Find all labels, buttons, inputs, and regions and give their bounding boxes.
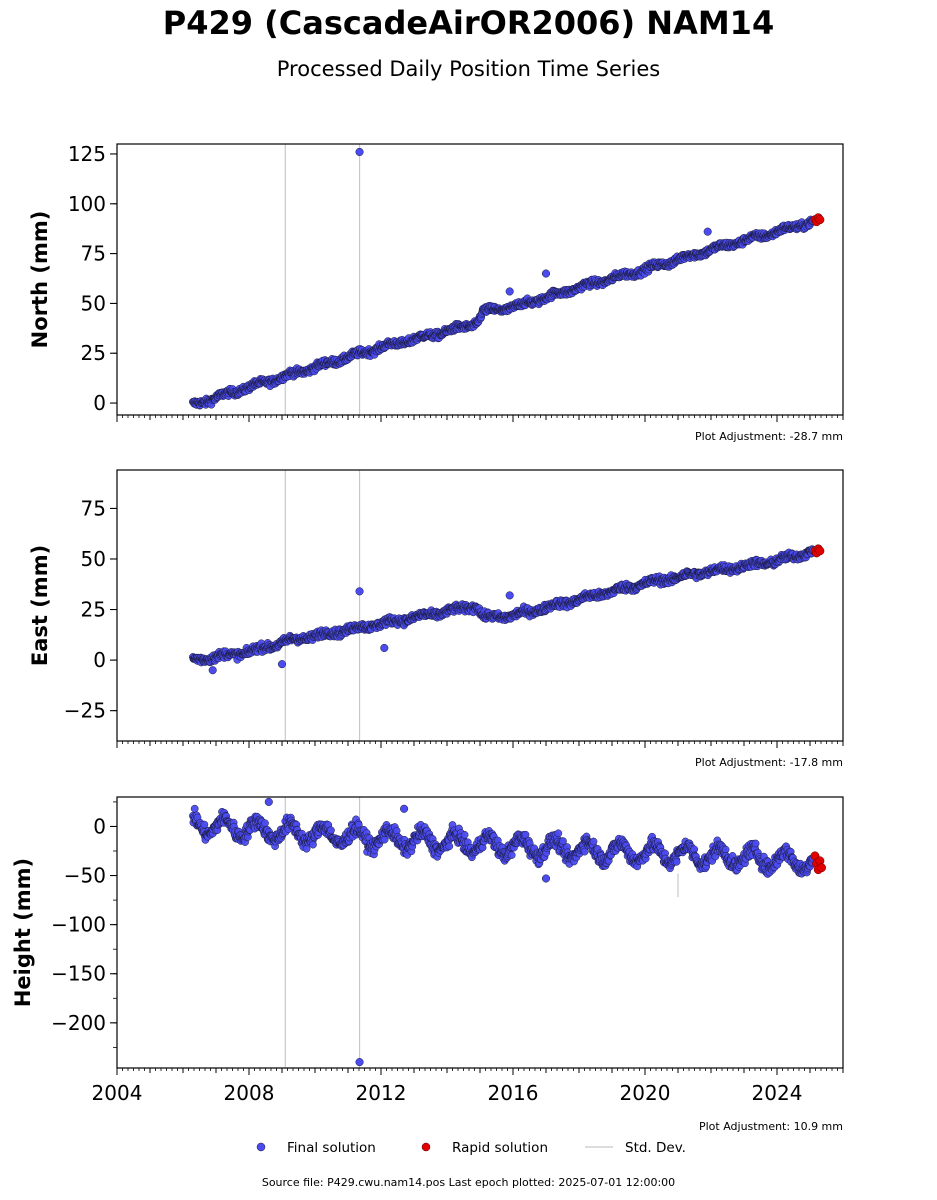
north-rapid-point-3 bbox=[815, 215, 825, 225]
height-final-points bbox=[189, 804, 817, 878]
east-y-axis-label: East (mm) bbox=[28, 545, 52, 666]
x-tick-label: 2012 bbox=[356, 1081, 407, 1105]
height-point bbox=[589, 837, 598, 846]
north-y-tick-label: 75 bbox=[81, 242, 106, 266]
legend-final-label: Final solution bbox=[287, 1140, 376, 1156]
east-final-points bbox=[189, 545, 817, 667]
legend-rapid-label: Rapid solution bbox=[452, 1140, 548, 1156]
east-y-tick-label: −25 bbox=[64, 699, 106, 723]
east-y-axis: −25 0 25 50 75 bbox=[64, 496, 117, 723]
north-y-tick-label: 125 bbox=[68, 142, 106, 166]
east-outlier-point-0 bbox=[355, 587, 364, 596]
east-y-tick-label: 0 bbox=[93, 648, 106, 672]
height-plot-area bbox=[189, 797, 826, 1068]
panel-height: −200 −150 −100 −50 0 Height (mm) 2004 2008 2012 2… bbox=[11, 796, 844, 1133]
east-outlier-point-2 bbox=[380, 643, 389, 653]
height-outlier-point-2 bbox=[400, 804, 409, 813]
north-axes-frame bbox=[116, 143, 844, 416]
page-subtitle: Processed Daily Position Time Series bbox=[276, 57, 661, 81]
x-tick-label: 2024 bbox=[752, 1081, 803, 1105]
x-tick-label: 2008 bbox=[224, 1081, 275, 1105]
x-tick-label: 2020 bbox=[620, 1081, 671, 1105]
height-point bbox=[559, 837, 567, 845]
height-point bbox=[309, 840, 317, 849]
height-y-axis-label: Height (mm) bbox=[11, 858, 35, 1007]
east-outlier-point-4 bbox=[208, 666, 217, 675]
height-point bbox=[261, 819, 269, 828]
east-plot-area bbox=[189, 470, 825, 741]
north-plot-area bbox=[189, 144, 825, 415]
height-point bbox=[554, 829, 563, 838]
panel-east: −25 0 25 50 75 East (mm) Plot Adjustment: -17.… bbox=[28, 469, 844, 769]
height-x-ticks bbox=[116, 1068, 844, 1075]
height-point bbox=[580, 847, 589, 856]
height-y-tick-label: −100 bbox=[51, 913, 106, 937]
east-rapid-point-3 bbox=[815, 546, 825, 556]
east-y-tick-label: 50 bbox=[81, 547, 106, 571]
height-y-tick-label: −200 bbox=[51, 1011, 106, 1035]
east-plot-adjustment: Plot Adjustment: -17.8 mm bbox=[695, 756, 843, 769]
x-tick-label: 2016 bbox=[488, 1081, 539, 1105]
legend-final-marker bbox=[256, 1142, 266, 1152]
height-point bbox=[445, 842, 454, 851]
east-x-ticks bbox=[116, 741, 844, 748]
north-y-tick-label: 100 bbox=[68, 192, 106, 216]
height-point bbox=[507, 851, 516, 859]
panel-north: 0 25 50 75 100 125 North (mm) Plot Adjustment: … bbox=[28, 142, 844, 443]
height-point bbox=[190, 804, 199, 813]
legend-rapid-marker bbox=[421, 1142, 431, 1152]
page-title: P429 (CascadeAirOR2006) NAM14 bbox=[162, 4, 775, 42]
north-outlier-point-1 bbox=[541, 269, 551, 278]
height-outlier-point-0 bbox=[355, 1058, 364, 1067]
east-y-tick-label: 25 bbox=[81, 598, 106, 622]
north-outlier-point-0 bbox=[355, 147, 364, 157]
height-y-tick-label: 0 bbox=[93, 814, 106, 838]
north-final-points bbox=[189, 215, 817, 410]
height-y-axis: −200 −150 −100 −50 0 bbox=[51, 801, 117, 1048]
north-y-tick-label: 25 bbox=[81, 341, 106, 365]
legend: Final solution Rapid solution Std. Dev. bbox=[256, 1140, 686, 1156]
height-point bbox=[521, 830, 530, 839]
height-rapid-point-4 bbox=[817, 863, 826, 873]
north-outlier-point-2 bbox=[505, 287, 514, 296]
height-outlier-point-1 bbox=[264, 797, 273, 806]
height-point bbox=[751, 839, 760, 848]
x-tick-label: 2004 bbox=[92, 1081, 143, 1105]
height-point bbox=[200, 820, 209, 829]
east-y-tick-label: 75 bbox=[81, 496, 106, 520]
east-outlier-point-3 bbox=[505, 591, 514, 600]
legend-stddev-label: Std. Dev. bbox=[625, 1140, 686, 1156]
height-outlier-point-3 bbox=[541, 874, 551, 883]
height-point bbox=[327, 826, 335, 835]
north-outlier-point-3 bbox=[703, 227, 712, 236]
height-point bbox=[460, 830, 469, 839]
source-line: Source file: P429.cwu.nam14.pos Last epo… bbox=[261, 1176, 676, 1189]
north-y-tick-label: 50 bbox=[81, 291, 106, 315]
north-y-axis-label: North (mm) bbox=[28, 211, 52, 349]
height-point bbox=[672, 857, 681, 866]
north-plot-adjustment: Plot Adjustment: -28.7 mm bbox=[695, 430, 843, 443]
height-plot-adjustment: Plot Adjustment: 10.9 mm bbox=[699, 1120, 843, 1133]
height-y-tick-label: −50 bbox=[64, 864, 106, 888]
north-y-tick-label: 0 bbox=[93, 391, 106, 415]
north-y-axis: 0 25 50 75 100 125 bbox=[68, 142, 117, 415]
east-outlier-point-1 bbox=[277, 660, 287, 669]
north-x-ticks bbox=[116, 415, 844, 422]
height-y-tick-label: −150 bbox=[51, 962, 106, 986]
